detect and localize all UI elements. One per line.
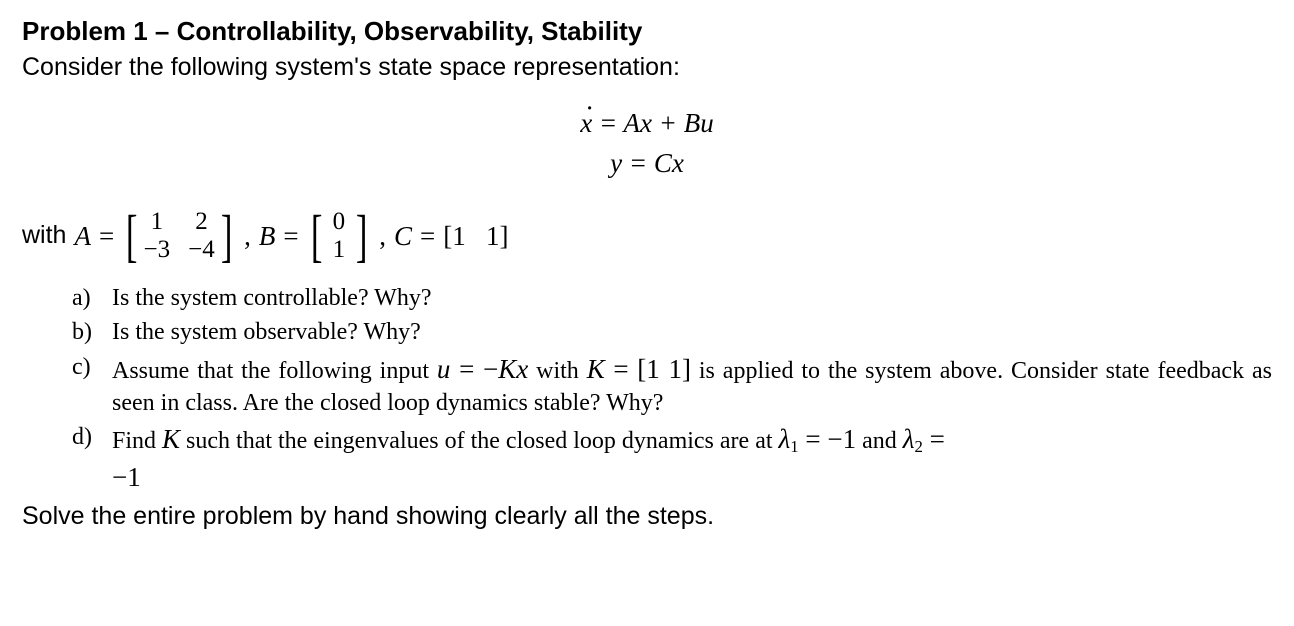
c-eq2: = [1 1] — [605, 354, 691, 384]
matrix-B: [ 0 1 ] — [307, 208, 372, 264]
d-K: K — [162, 424, 180, 454]
item-b: b) Is the system observable? Why? — [72, 316, 1272, 348]
body-a: Is the system controllable? Why? — [112, 282, 1272, 314]
A-1-0: −3 — [144, 233, 171, 267]
d-pre: Find — [112, 428, 162, 454]
d-line2: −1 — [112, 462, 141, 492]
item-a: a) Is the system controllable? Why? — [72, 282, 1272, 314]
title-rest: Controllability, Observability, Stabilit… — [177, 16, 643, 46]
c-pre: Assume that the following input — [112, 358, 437, 384]
sep-2: , — [379, 218, 386, 254]
d-and: and — [856, 428, 903, 454]
state-space-equations: x = Ax + Bu y = Cx — [22, 103, 1272, 184]
d-lam2: λ — [903, 424, 915, 454]
B-1-0: 1 — [328, 233, 350, 267]
d-mid: such that the eingenvalues of the closed… — [180, 428, 778, 454]
marker-d: d) — [72, 421, 112, 495]
C-0-1: 1 — [486, 221, 500, 251]
eq1-rhs: = Ax + Bu — [592, 108, 713, 138]
sep-1: , — [244, 218, 251, 254]
matrix-C: [1 1] — [443, 218, 508, 254]
equation-line-1: x = Ax + Bu — [22, 103, 1272, 144]
body-c: Assume that the following input u = −Kx … — [112, 351, 1272, 420]
x-dot: x — [580, 103, 592, 144]
intro-text: Consider the following system's state sp… — [22, 51, 1272, 85]
title-prefix: Problem 1 – — [22, 16, 177, 46]
matrix-A: [ 1 2 −3 −4 ] — [122, 208, 236, 264]
matrix-C-eq: = — [420, 218, 435, 254]
A-1-1: −4 — [188, 233, 215, 267]
equation-line-2: y = Cx — [22, 143, 1272, 184]
matrix-A-label: A — [74, 218, 91, 254]
body-b: Is the system observable? Why? — [112, 316, 1272, 348]
marker-c: c) — [72, 351, 112, 420]
matrix-B-label: B — [259, 218, 276, 254]
matrix-B-eq: = — [283, 218, 298, 254]
footer-note: Solve the entire problem by hand showing… — [22, 500, 1272, 534]
marker-b: b) — [72, 316, 112, 348]
C-0-0: 1 — [452, 221, 466, 251]
matrix-A-eq: = — [99, 218, 114, 254]
question-list: a) Is the system controllable? Why? b) I… — [22, 282, 1272, 496]
matrices-line: with A = [ 1 2 −3 −4 ] , B = [ 0 1 ] , C — [22, 208, 1272, 264]
matrix-C-label: C — [394, 218, 412, 254]
c-u: u — [437, 354, 451, 384]
c-K: K — [587, 354, 605, 384]
c-mid1: with — [528, 358, 587, 384]
page: Problem 1 – Controllability, Observabili… — [0, 0, 1294, 544]
item-c: c) Assume that the following input u = −… — [72, 351, 1272, 420]
d-eq2: = — [923, 424, 945, 454]
d-sub1: 1 — [790, 438, 798, 457]
problem-title: Problem 1 – Controllability, Observabili… — [22, 14, 1272, 49]
d-sub2: 2 — [914, 438, 922, 457]
d-lam1: λ — [779, 424, 791, 454]
c-Kx: Kx — [498, 354, 528, 384]
body-d: Find K such that the eingenvalues of the… — [112, 421, 1272, 495]
marker-a: a) — [72, 282, 112, 314]
item-d: d) Find K such that the eingenvalues of … — [72, 421, 1272, 495]
with-label: with — [22, 219, 66, 253]
c-eq1: = − — [450, 354, 498, 384]
d-eq1: = −1 — [799, 424, 856, 454]
